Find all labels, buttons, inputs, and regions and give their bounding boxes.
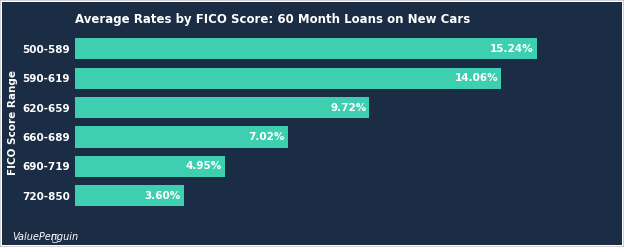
Bar xyxy=(75,126,288,148)
Text: 4.95%: 4.95% xyxy=(185,162,222,171)
Text: 9.72%: 9.72% xyxy=(330,103,366,113)
Text: 15.24%: 15.24% xyxy=(490,44,534,54)
Text: 3.60%: 3.60% xyxy=(145,191,181,201)
Text: Average Rates by FICO Score: 60 Month Loans on New Cars: Average Rates by FICO Score: 60 Month Lo… xyxy=(75,13,470,26)
Bar xyxy=(75,38,537,59)
Text: ⧆: ⧆ xyxy=(51,232,57,242)
Bar xyxy=(75,67,501,89)
Y-axis label: FICO Score Range: FICO Score Range xyxy=(8,70,18,175)
Text: ValuePenguin: ValuePenguin xyxy=(12,232,79,242)
Text: 7.02%: 7.02% xyxy=(248,132,285,142)
Text: 14.06%: 14.06% xyxy=(454,73,498,83)
Bar xyxy=(75,97,369,118)
Bar xyxy=(75,156,225,177)
Bar xyxy=(75,185,184,206)
